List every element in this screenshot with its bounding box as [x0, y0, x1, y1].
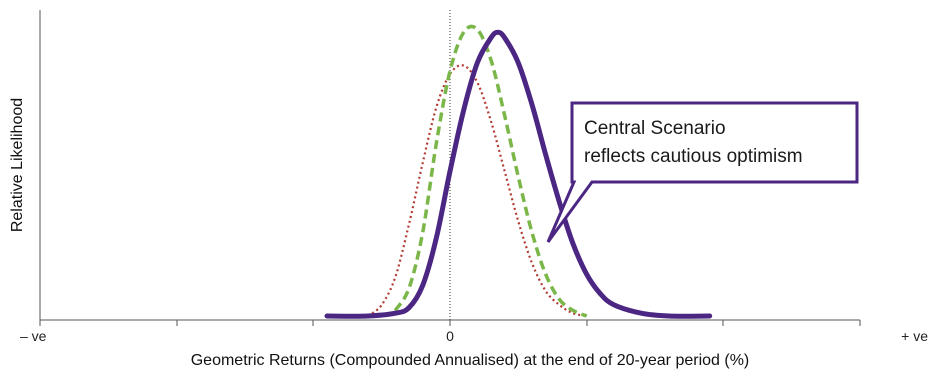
x-tick-label-negative: – ve — [20, 328, 47, 344]
alternative-scenario-dashed-curve — [393, 24, 588, 318]
callout: Central Scenario reflects cautious optim… — [546, 101, 859, 243]
x-tick-label-positive: + ve — [901, 328, 928, 344]
x-axis-title: Geometric Returns (Compounded Annualised… — [191, 352, 750, 369]
callout-line-2: reflects cautious optimism — [584, 146, 803, 167]
x-axis-ticks — [39, 320, 861, 326]
alternative-scenario-dotted-curve — [367, 64, 587, 318]
callout-box — [546, 101, 859, 243]
x-tick-label-zero: 0 — [446, 328, 454, 344]
callout-line-1: Central Scenario — [584, 118, 726, 139]
central-scenario-curve — [324, 29, 713, 319]
y-axis-title: Relative Likelihood — [9, 98, 26, 232]
